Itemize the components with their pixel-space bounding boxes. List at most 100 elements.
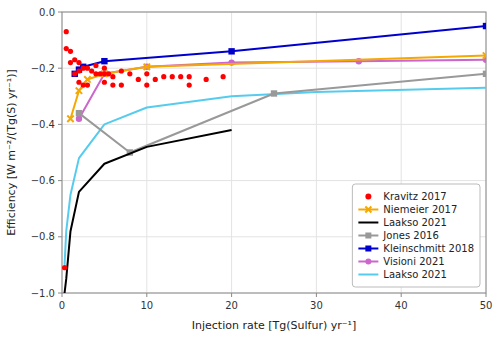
point bbox=[144, 82, 149, 87]
x-tick-label: 0 bbox=[59, 300, 65, 311]
legend-item: Kleinschmitt 2018 bbox=[358, 243, 474, 254]
legend-marker bbox=[365, 246, 371, 252]
legend-item: Kravitz 2017 bbox=[365, 191, 446, 202]
point bbox=[64, 46, 69, 51]
point bbox=[119, 82, 124, 87]
legend-label: Jones 2016 bbox=[382, 230, 438, 241]
point bbox=[144, 71, 149, 76]
legend-label: Kravitz 2017 bbox=[383, 191, 446, 202]
point bbox=[76, 87, 82, 93]
point bbox=[161, 74, 166, 79]
legend-item: Laakso 2021 bbox=[358, 217, 447, 228]
y-tick bbox=[58, 293, 62, 294]
line bbox=[65, 88, 486, 265]
point bbox=[76, 68, 81, 73]
y-tick bbox=[58, 124, 62, 125]
point bbox=[72, 71, 77, 76]
legend-swatch bbox=[358, 274, 378, 276]
legend-marker bbox=[365, 233, 371, 239]
series bbox=[65, 88, 486, 265]
point bbox=[136, 77, 141, 82]
x-tick-label: 10 bbox=[140, 300, 153, 311]
point bbox=[84, 76, 90, 82]
x-tick bbox=[401, 293, 402, 297]
axes: 010203040500.0−0.2−0.4−0.6−0.8−1.0 bbox=[31, 7, 493, 312]
x-tick bbox=[231, 293, 232, 297]
point bbox=[178, 74, 183, 79]
point bbox=[67, 116, 73, 122]
y-tick-label: −0.2 bbox=[31, 63, 55, 74]
point bbox=[187, 74, 192, 79]
legend-label: Visioni 2021 bbox=[383, 256, 444, 267]
point bbox=[271, 90, 277, 96]
point bbox=[102, 80, 107, 85]
legend-item: Niemeier 2017 bbox=[358, 204, 457, 215]
chart: 010203040500.0−0.2−0.4−0.6−0.8−1.0Inject… bbox=[0, 0, 500, 337]
series bbox=[67, 52, 486, 122]
x-axis-label: Injection rate [Tg(Sulfur) yr⁻¹] bbox=[192, 319, 356, 332]
y-tick bbox=[58, 68, 62, 69]
point bbox=[483, 52, 486, 58]
point bbox=[68, 60, 73, 65]
legend-marker bbox=[365, 194, 371, 200]
point bbox=[187, 82, 192, 87]
point bbox=[68, 49, 73, 54]
point bbox=[483, 71, 486, 77]
point bbox=[62, 265, 67, 270]
y-axis-label: Efficiency [W m⁻²/(Tg(S) yr⁻¹)] bbox=[5, 69, 18, 236]
point bbox=[106, 71, 111, 76]
legend-item: Visioni 2021 bbox=[358, 256, 444, 267]
legend-marker bbox=[365, 207, 371, 213]
point bbox=[85, 82, 90, 87]
line bbox=[79, 74, 486, 153]
series bbox=[62, 29, 226, 270]
y-tick-label: −1.0 bbox=[31, 288, 55, 299]
x-tick bbox=[316, 293, 317, 297]
legend-swatch bbox=[358, 222, 378, 224]
point bbox=[102, 66, 107, 71]
point bbox=[76, 110, 82, 116]
point bbox=[89, 68, 94, 73]
data bbox=[62, 23, 486, 293]
point bbox=[170, 74, 175, 79]
point bbox=[76, 60, 81, 65]
y-tick bbox=[58, 180, 62, 181]
legend-label: Laakso 2021 bbox=[383, 269, 447, 280]
point bbox=[110, 82, 115, 87]
point bbox=[204, 77, 209, 82]
y-tick bbox=[58, 12, 62, 13]
point bbox=[153, 77, 158, 82]
point bbox=[119, 68, 124, 73]
point bbox=[76, 80, 81, 85]
x-tick bbox=[486, 293, 487, 297]
point bbox=[483, 23, 486, 29]
x-tick bbox=[62, 293, 63, 297]
x-tick bbox=[146, 293, 147, 297]
legend-label: Laakso 2021 bbox=[383, 217, 447, 228]
point bbox=[76, 116, 82, 122]
y-tick-label: −0.4 bbox=[31, 119, 55, 130]
point bbox=[85, 66, 90, 71]
line bbox=[65, 130, 232, 293]
legend-box bbox=[352, 184, 480, 287]
x-tick-label: 30 bbox=[310, 300, 323, 311]
x-tick-label: 20 bbox=[225, 300, 238, 311]
point bbox=[228, 48, 234, 54]
point bbox=[144, 64, 150, 70]
line bbox=[70, 56, 486, 119]
y-tick bbox=[58, 236, 62, 237]
grid-line bbox=[62, 68, 486, 69]
legend-item: Laakso 2021 bbox=[358, 269, 447, 280]
plot-frame bbox=[62, 12, 486, 293]
legend-item: Jones 2016 bbox=[358, 230, 438, 241]
grid-line bbox=[316, 12, 317, 293]
point bbox=[64, 29, 69, 34]
series bbox=[65, 130, 232, 293]
y-tick-label: 0.0 bbox=[39, 7, 55, 18]
line bbox=[75, 26, 486, 74]
legend: Kravitz 2017 Niemeier 2017 Laakso 2021 Jone… bbox=[352, 184, 480, 287]
point bbox=[93, 63, 98, 68]
series bbox=[76, 71, 486, 156]
point bbox=[72, 57, 77, 62]
grid bbox=[62, 12, 486, 293]
